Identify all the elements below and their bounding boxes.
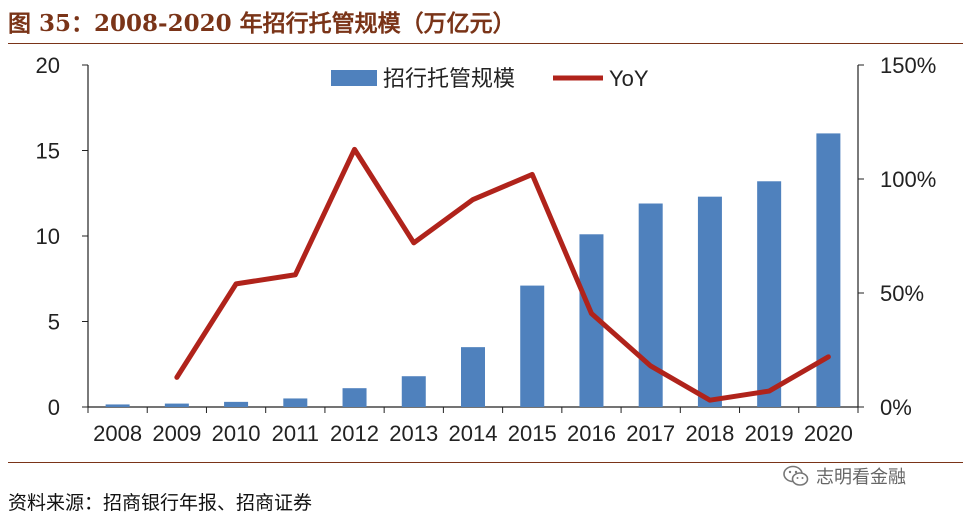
legend-bar-label: 招行托管规模 xyxy=(383,67,515,92)
yoy-point xyxy=(294,274,296,276)
yoy-point xyxy=(354,148,356,150)
x-tick-label: 2015 xyxy=(508,421,557,446)
yoy-point xyxy=(413,242,415,244)
wechat-icon xyxy=(783,465,809,486)
right-tick-label: 0% xyxy=(880,395,912,420)
yoy-point xyxy=(531,173,533,175)
bar xyxy=(638,203,663,407)
legend: 招行托管规模 YoY xyxy=(331,66,649,92)
bar xyxy=(757,181,782,407)
source-note: 资料来源：招商银行年报、招商证券 xyxy=(8,492,313,514)
right-tick-label: 100% xyxy=(880,167,936,192)
figure-title: 图 35：2008-2020 年招行托管规模（万亿元） xyxy=(8,10,516,37)
bar xyxy=(164,403,189,407)
x-tick-label: 2013 xyxy=(389,421,438,446)
bar xyxy=(461,347,485,407)
yoy-point xyxy=(709,399,711,401)
x-tick-label: 2020 xyxy=(804,421,853,446)
x-tick-label: 2018 xyxy=(685,421,734,446)
left-tick-label: 15 xyxy=(36,139,60,164)
bar xyxy=(283,398,308,407)
yoy-point xyxy=(650,365,652,367)
yoy-point xyxy=(827,356,829,358)
left-tick-label: 10 xyxy=(36,224,60,249)
footer-divider xyxy=(8,462,963,463)
watermark: 志明看金融 xyxy=(782,462,906,490)
title-divider xyxy=(8,43,963,44)
yoy-line xyxy=(174,146,831,403)
left-tick-label: 0 xyxy=(48,395,60,420)
tick-labels: 0 5 10 15 20 0% 50% 100% 150% 2008 2009 2010 2011 201… xyxy=(36,53,937,446)
bar xyxy=(401,376,426,407)
bar xyxy=(520,285,545,407)
x-tick-label: 2016 xyxy=(567,421,616,446)
right-tick-label: 150% xyxy=(880,53,936,78)
x-tick-label: 2008 xyxy=(93,421,142,446)
yoy-point xyxy=(235,283,237,285)
legend-line-label: YoY xyxy=(609,66,649,91)
chart: 0 5 10 15 20 0% 50% 100% 150% 2008 2009 2010 2011 201… xyxy=(36,53,937,446)
yoy-point xyxy=(768,390,770,392)
bar xyxy=(105,404,130,407)
x-tick-label: 2009 xyxy=(152,421,201,446)
x-tick-label: 2011 xyxy=(272,421,319,446)
x-tick-label: 2012 xyxy=(330,421,379,446)
bar xyxy=(342,388,367,407)
line-series xyxy=(174,146,831,403)
x-tick-label: 2010 xyxy=(212,421,261,446)
yoy-point xyxy=(472,199,474,201)
watermark-text: 志明看金融 xyxy=(816,467,906,488)
bar xyxy=(697,196,722,407)
left-tick-label: 20 xyxy=(36,53,60,78)
figure-header: 图 35：2008-2020 年招行托管规模（万亿元） xyxy=(0,0,968,44)
legend-bar-swatch xyxy=(331,70,377,86)
x-tick-label: 2017 xyxy=(626,421,675,446)
left-tick-label: 5 xyxy=(48,310,60,335)
x-tick-label: 2014 xyxy=(449,421,498,446)
bar xyxy=(224,401,249,407)
bar xyxy=(816,133,841,407)
yoy-point xyxy=(176,376,178,378)
bar-series xyxy=(105,133,841,407)
x-tick-label: 2019 xyxy=(745,421,794,446)
yoy-point xyxy=(590,313,592,315)
right-tick-label: 50% xyxy=(880,281,924,306)
